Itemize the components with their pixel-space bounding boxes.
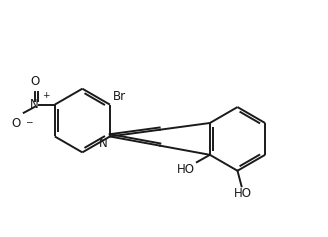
Text: Br: Br	[113, 90, 126, 103]
Text: HO: HO	[177, 163, 195, 176]
Text: −: −	[25, 117, 32, 126]
Text: N: N	[30, 98, 39, 111]
Text: O: O	[11, 117, 20, 130]
Text: O: O	[31, 75, 40, 88]
Text: +: +	[42, 91, 49, 100]
Text: N: N	[99, 137, 108, 150]
Text: HO: HO	[234, 187, 251, 200]
